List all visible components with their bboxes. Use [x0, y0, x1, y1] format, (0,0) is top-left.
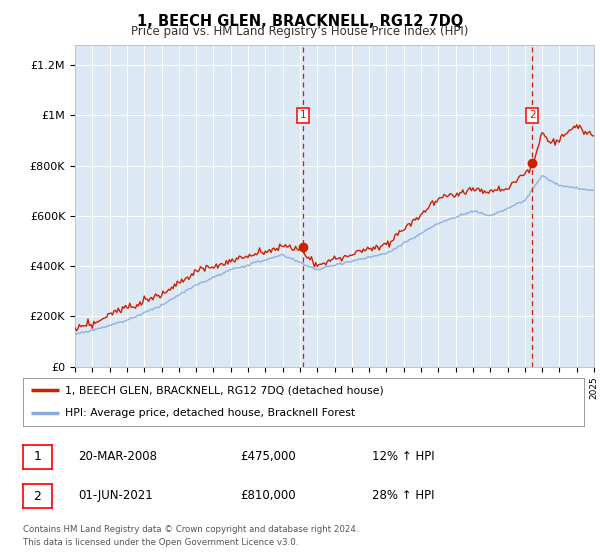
Text: 28% ↑ HPI: 28% ↑ HPI	[372, 489, 434, 502]
Text: 2: 2	[529, 110, 535, 120]
Text: Contains HM Land Registry data © Crown copyright and database right 2024.
This d: Contains HM Land Registry data © Crown c…	[23, 525, 358, 547]
Text: 1: 1	[33, 450, 41, 464]
Text: HPI: Average price, detached house, Bracknell Forest: HPI: Average price, detached house, Brac…	[65, 408, 355, 418]
Text: £810,000: £810,000	[240, 489, 296, 502]
Text: 1: 1	[299, 110, 306, 120]
Text: 01-JUN-2021: 01-JUN-2021	[78, 489, 153, 502]
Text: 1, BEECH GLEN, BRACKNELL, RG12 7DQ (detached house): 1, BEECH GLEN, BRACKNELL, RG12 7DQ (deta…	[65, 385, 383, 395]
Text: 2: 2	[33, 489, 41, 503]
Text: 12% ↑ HPI: 12% ↑ HPI	[372, 450, 434, 463]
Text: 20-MAR-2008: 20-MAR-2008	[78, 450, 157, 463]
Text: £475,000: £475,000	[240, 450, 296, 463]
Text: Price paid vs. HM Land Registry’s House Price Index (HPI): Price paid vs. HM Land Registry’s House …	[131, 25, 469, 38]
Text: 1, BEECH GLEN, BRACKNELL, RG12 7DQ: 1, BEECH GLEN, BRACKNELL, RG12 7DQ	[137, 14, 463, 29]
